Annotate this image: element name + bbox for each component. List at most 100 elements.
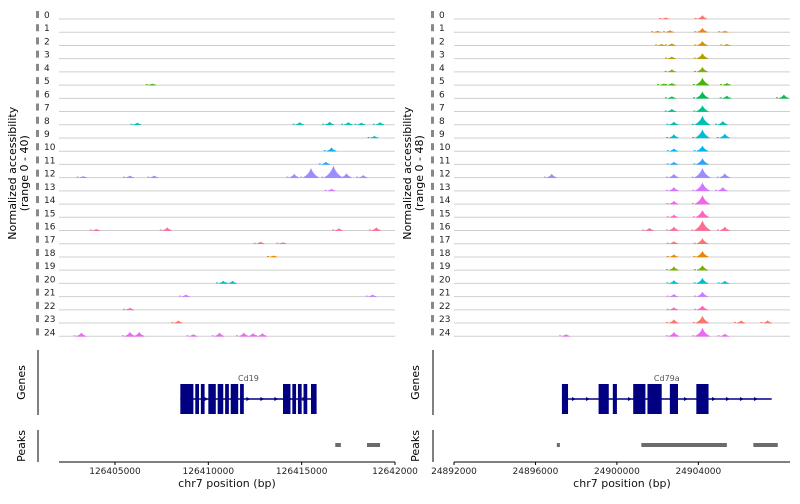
coverage-noise	[655, 44, 658, 46]
coverage-peak	[368, 294, 377, 297]
strand-arrow	[669, 397, 674, 401]
strand-arrow	[232, 397, 237, 401]
cluster-label: 17	[44, 236, 55, 246]
track-range-marker	[431, 288, 434, 296]
strand-arrow	[302, 397, 307, 401]
coverage-noise	[692, 136, 695, 138]
coverage-peak	[696, 66, 708, 73]
coverage-noise	[694, 308, 697, 310]
coverage-peak	[324, 165, 343, 178]
cluster-label: 22	[439, 302, 450, 312]
strand-arrow	[599, 397, 604, 401]
cluster-label: 8	[44, 117, 50, 127]
coverage-noise	[664, 57, 667, 59]
coverage-noise	[322, 123, 325, 125]
peak-region	[753, 443, 778, 447]
x-tick-label: 126415000	[276, 467, 328, 477]
coverage-peak	[669, 319, 679, 324]
coverage-peak	[148, 83, 156, 86]
track-range-marker	[431, 24, 434, 32]
coverage-peak	[694, 115, 711, 126]
coverage-peak	[667, 83, 676, 86]
coverage-noise	[367, 136, 370, 138]
x-axis-label: chr7 position (bp)	[573, 477, 671, 490]
cluster-label: 11	[44, 156, 55, 166]
coverage-peak	[667, 96, 676, 99]
track-range-marker	[36, 63, 39, 71]
coverage-noise	[666, 176, 669, 178]
coverage-peak	[295, 122, 305, 126]
coverage-noise	[694, 70, 697, 72]
peaks-track-label: Peaks	[15, 430, 28, 462]
strand-arrow	[571, 397, 576, 401]
coverage-noise	[121, 335, 124, 337]
gene-name-label: Cd19	[238, 374, 259, 383]
coverage-peak	[669, 173, 679, 178]
coverage-peak	[697, 305, 708, 311]
coverage-peak	[667, 69, 677, 73]
strand-arrow	[641, 397, 646, 401]
gene-exon	[647, 384, 662, 414]
track-range-marker	[431, 328, 434, 336]
track-range-marker	[431, 116, 434, 124]
track-range-marker	[431, 11, 434, 18]
track-range-marker	[36, 288, 39, 296]
coverage-noise	[666, 295, 669, 297]
coverage-peak	[92, 229, 100, 231]
coverage-peak	[696, 91, 709, 99]
cluster-label: 14	[439, 196, 451, 206]
cluster-label: 1	[439, 24, 445, 34]
coverage-noise	[720, 44, 723, 46]
track-range-marker	[36, 248, 39, 256]
cluster-label: 19	[439, 262, 451, 272]
coverage-peak	[125, 175, 134, 178]
coverage-peak	[696, 265, 708, 271]
coverage-peak	[697, 15, 708, 20]
coverage-noise	[666, 308, 669, 310]
cluster-label: 11	[439, 156, 450, 166]
strand-arrow	[697, 397, 702, 401]
coverage-peak	[667, 108, 677, 112]
coverage-peak	[189, 334, 198, 337]
coverage-noise	[664, 97, 667, 99]
coverage-noise	[662, 31, 665, 33]
coverage-peak	[720, 333, 730, 337]
coverage-peak	[720, 280, 730, 284]
coverage-noise	[659, 18, 662, 19]
gene-exon	[200, 384, 205, 414]
coverage-peak	[228, 280, 237, 284]
cluster-label: 22	[44, 302, 55, 312]
coverage-noise	[715, 189, 717, 191]
coverage-noise	[179, 295, 182, 297]
coverage-peak	[696, 250, 709, 258]
cluster-label: 21	[44, 289, 55, 299]
coverage-peak	[335, 228, 343, 231]
coverage-peak	[719, 133, 731, 139]
cluster-label: 0	[439, 11, 445, 21]
cluster-label: 3	[439, 51, 445, 61]
coverage-peak	[668, 331, 680, 337]
cluster-label: 16	[439, 223, 451, 233]
gene-exon	[297, 384, 302, 414]
coverage-noise	[89, 229, 92, 231]
coverage-noise	[324, 189, 327, 191]
coverage-peak	[779, 94, 789, 99]
coverage-peak	[658, 43, 666, 46]
track-range-marker	[36, 156, 39, 164]
coverage-peak	[669, 134, 679, 139]
y-axis-label-line2: (range 0 - 40)	[18, 135, 31, 211]
track-range-marker	[431, 50, 434, 58]
coverage-noise	[666, 229, 669, 231]
coverage-noise	[225, 282, 228, 284]
coverage-noise	[666, 216, 669, 218]
coverage-peak	[257, 333, 268, 337]
coverage-peak	[695, 209, 710, 218]
coverage-peak	[695, 327, 710, 337]
coverage-peak	[695, 315, 710, 324]
coverage-peak	[214, 332, 225, 337]
coverage-peak	[562, 334, 570, 337]
track-range-marker	[431, 90, 434, 98]
coverage-peak	[125, 307, 134, 311]
coverage-peak	[722, 95, 732, 99]
track-range-marker	[431, 196, 434, 204]
